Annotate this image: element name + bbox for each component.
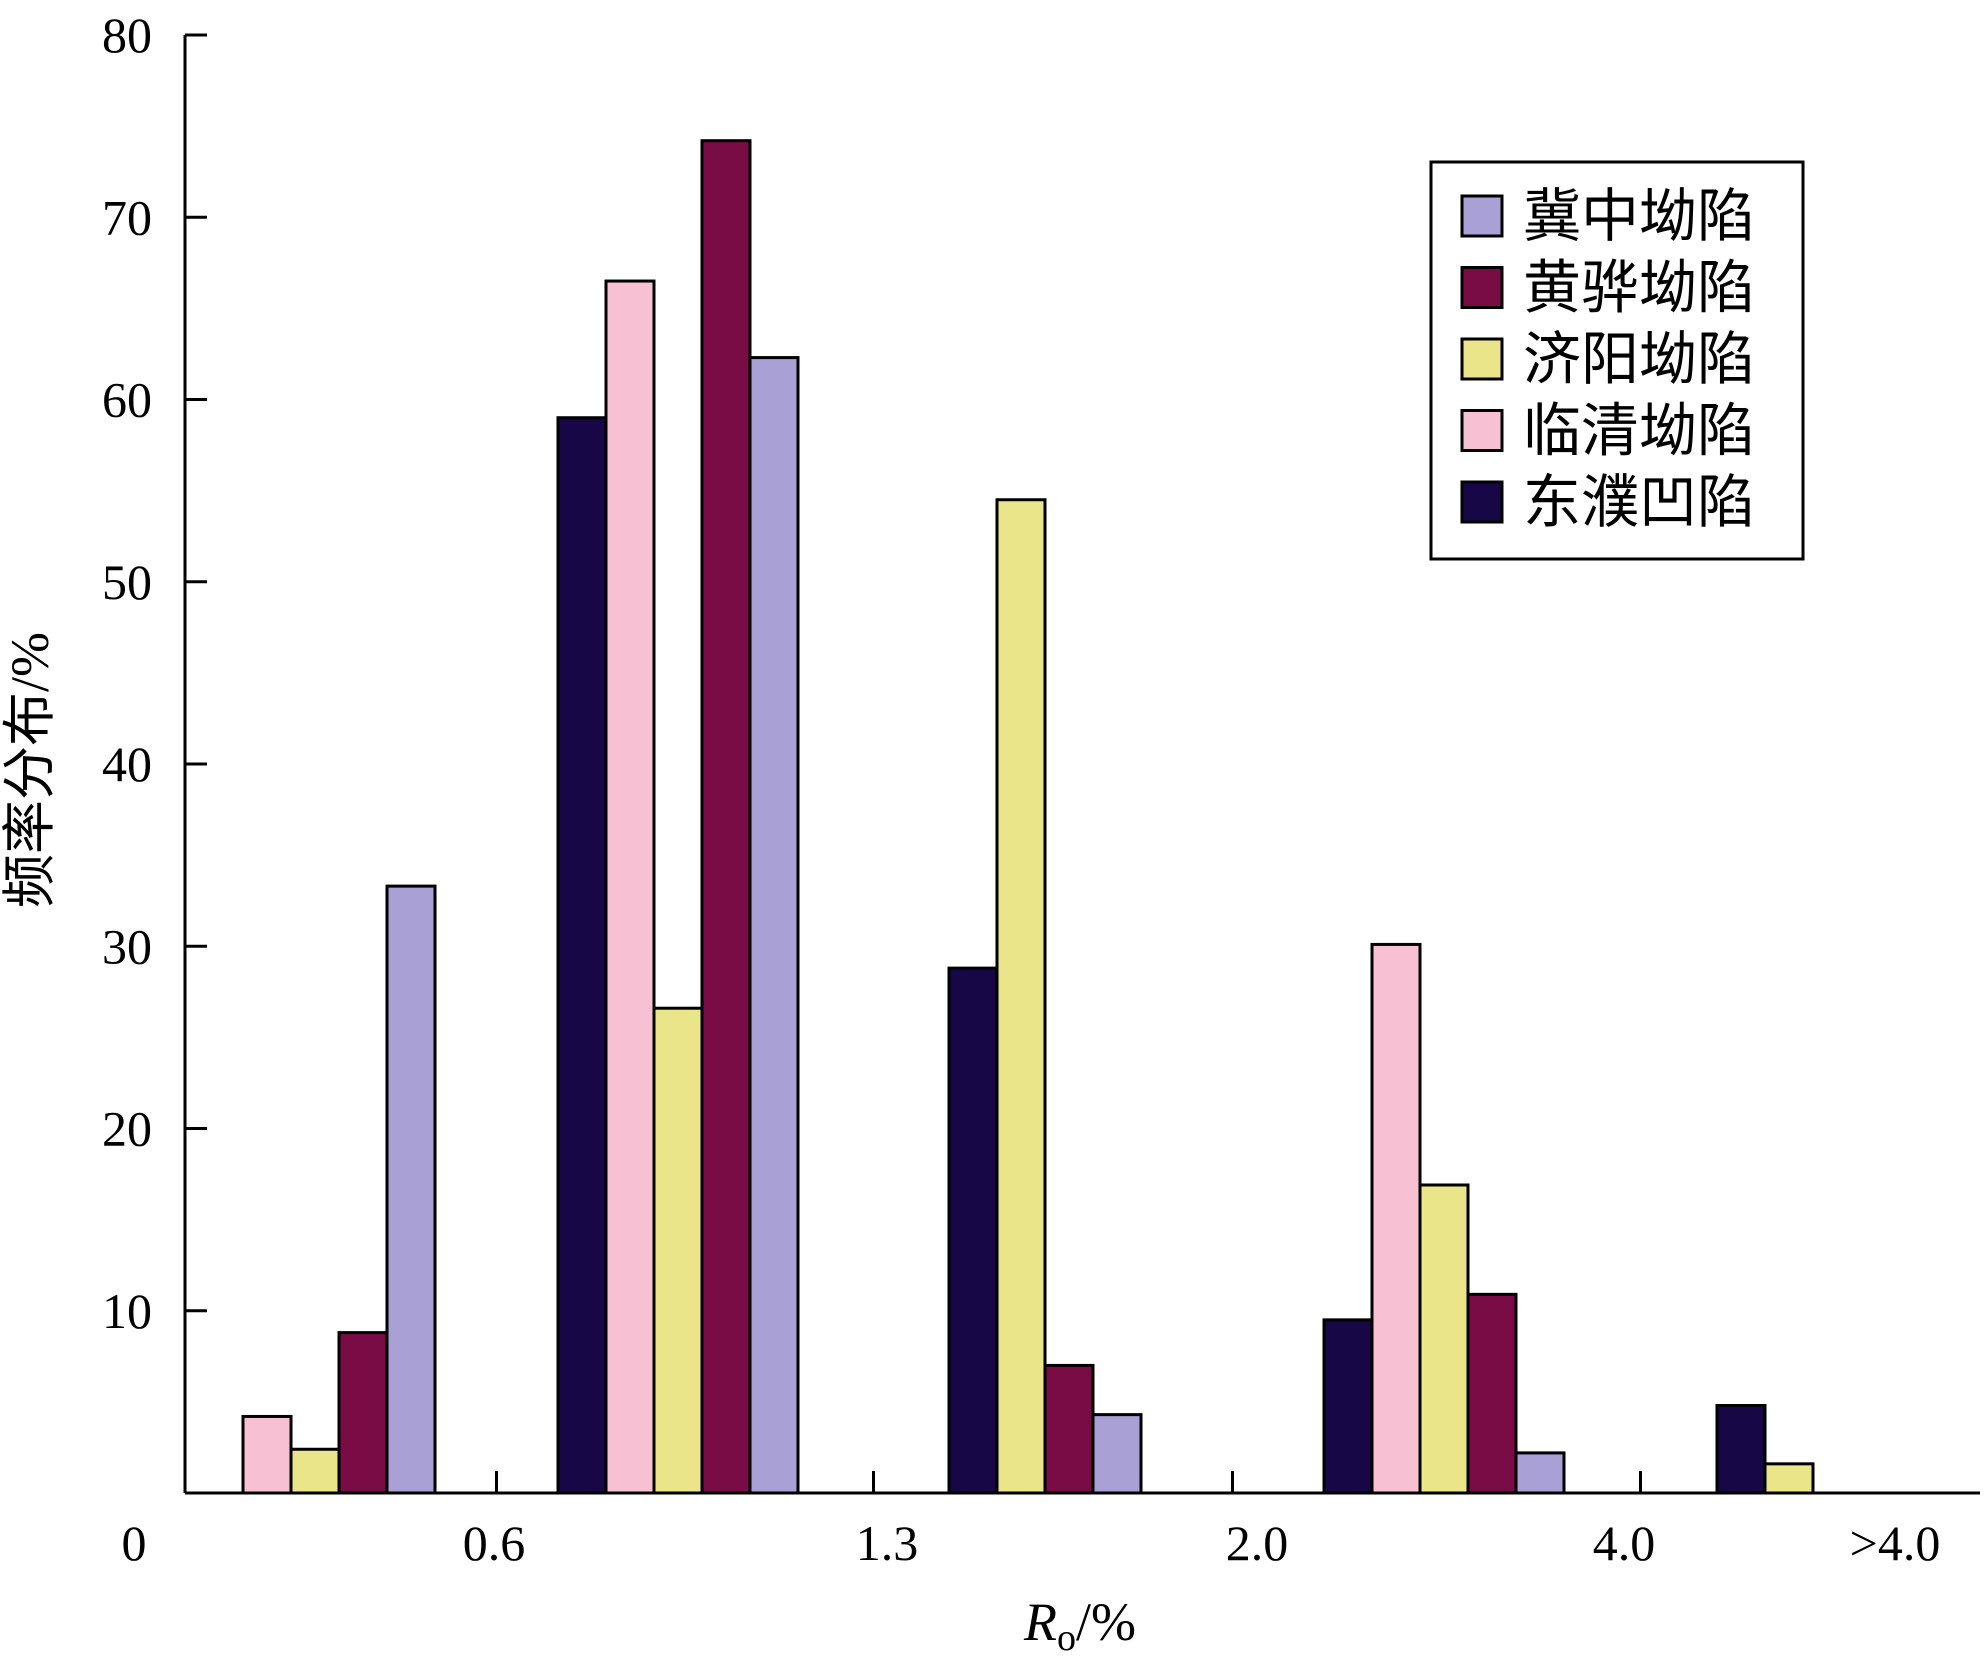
bar-linqing — [1370, 942, 1422, 1495]
x-axis-title: Ro/% — [1023, 1592, 1136, 1659]
legend-label-dongpu: 东濮凹陷 — [1523, 470, 1755, 535]
legend-swatch-jizhong — [1460, 194, 1504, 238]
y-tick-label: 40 — [102, 736, 152, 792]
bar-linqing — [604, 279, 656, 1495]
legend-label-huanghua: 黄骅坳陷 — [1523, 256, 1755, 321]
bar-jizhong — [1091, 1413, 1143, 1495]
bar-jiyang — [1418, 1183, 1470, 1495]
y-tick-label: 60 — [102, 372, 152, 428]
legend-label-jiyang: 济阳坳陷 — [1523, 327, 1755, 392]
y-axis-title: 频率分布/% — [0, 632, 60, 908]
bar-dongpu — [556, 416, 608, 1495]
y-tick-label: 70 — [102, 189, 152, 245]
y-ticks: 10 20 30 40 50 60 70 80 — [102, 7, 207, 1339]
bar-jizhong — [748, 356, 800, 1495]
bar-dongpu — [1715, 1404, 1767, 1495]
x-axis-title-unit: /% — [1076, 1592, 1136, 1652]
bar-jiyang — [652, 1006, 704, 1495]
x-tick-label: 0.6 — [463, 1515, 526, 1571]
x-tick-label: 2.0 — [1226, 1515, 1289, 1571]
y-tick-label: 80 — [102, 7, 152, 63]
legend-swatch-linqing — [1460, 409, 1504, 452]
bar-huanghua — [1043, 1363, 1095, 1495]
x-axis-title-subscript: o — [1057, 1617, 1076, 1659]
bar-huanghua — [337, 1331, 389, 1495]
bar-jiyang — [289, 1447, 341, 1495]
bar-jiyang — [1763, 1462, 1815, 1495]
legend-swatch-jiyang — [1460, 337, 1504, 381]
bar-dongpu — [1322, 1318, 1374, 1495]
x-tick-label: 0 — [122, 1515, 147, 1571]
bar-dongpu — [947, 966, 999, 1495]
legend-swatch-huanghua — [1460, 266, 1504, 309]
bar-jizhong — [385, 884, 437, 1495]
legend-swatch-dongpu — [1460, 480, 1504, 524]
legend-label-linqing: 临清坳陷 — [1523, 399, 1755, 464]
x-tick-label: >4.0 — [1850, 1515, 1941, 1571]
bar-jiyang — [995, 498, 1047, 1495]
x-tick-label: 1.3 — [856, 1515, 919, 1571]
legend-label-jizhong: 冀中坳陷 — [1523, 184, 1755, 249]
bar-linqing — [241, 1414, 293, 1495]
bar-jizhong — [1514, 1451, 1566, 1495]
y-tick-label: 30 — [102, 918, 152, 974]
y-tick-label: 50 — [102, 554, 152, 610]
bar-huanghua — [1466, 1292, 1518, 1495]
bar-huanghua — [700, 139, 752, 1495]
y-tick-label: 10 — [102, 1283, 152, 1339]
x-axis-title-main: R — [1023, 1592, 1057, 1652]
x-ticks: 0 0.6 1.3 2.0 4.0 >4.0 — [122, 1471, 1941, 1571]
x-tick-label: 4.0 — [1593, 1515, 1656, 1571]
y-tick-label: 20 — [102, 1101, 152, 1157]
